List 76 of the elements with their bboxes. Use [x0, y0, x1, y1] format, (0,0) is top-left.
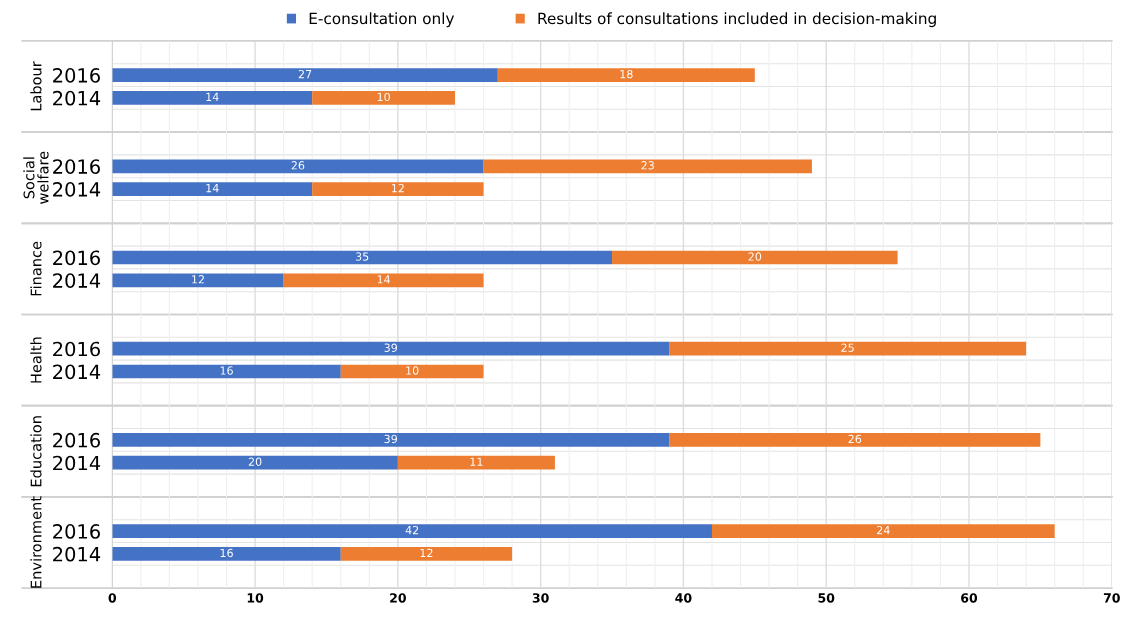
data-label: 35 [355, 252, 369, 261]
x-tick-label: 30 [532, 593, 549, 603]
bar [112, 455, 398, 470]
data-label: 20 [248, 457, 262, 466]
data-label: 12 [192, 275, 204, 284]
data-label: 11 [470, 457, 483, 466]
bar [312, 91, 455, 105]
bar [340, 547, 513, 561]
data-label: 27 [298, 69, 312, 79]
data-label: 12 [420, 548, 433, 557]
x-tick-label: 0 [108, 593, 117, 603]
bar [612, 250, 898, 265]
text: Environment [30, 496, 42, 588]
data-label: 10 [377, 92, 390, 102]
y-tick-label: 2014 [53, 182, 101, 197]
y-tick-label: 2014 [53, 455, 101, 471]
data-label: 14 [206, 184, 219, 193]
x-tick-label: 20 [390, 593, 406, 603]
data-label: 26 [848, 434, 862, 444]
y-tick-label: 2014 [53, 273, 101, 288]
y-tick-label: 2016 [53, 524, 100, 539]
x-tick-label: 70 [1103, 593, 1120, 603]
bar [497, 68, 755, 82]
y-tick-label: 2014 [53, 90, 101, 106]
data-label: 25 [841, 343, 854, 352]
bar [112, 341, 670, 356]
x-tick-label: 10 [247, 593, 264, 603]
bar [112, 159, 484, 174]
bar [711, 524, 1055, 538]
text: Social welfare [23, 151, 49, 204]
y-tick-label: 2016 [53, 432, 100, 448]
data-label: 14 [377, 275, 391, 284]
bar [112, 182, 313, 196]
data-label: 42 [405, 525, 419, 535]
data-label: 24 [877, 525, 890, 535]
bar [112, 433, 670, 447]
bar [397, 455, 555, 470]
x-tick-label: 40 [675, 593, 692, 603]
bar [112, 547, 341, 561]
y-tick-label: 2016 [53, 159, 100, 174]
y-tick-label: 2014 [53, 364, 101, 380]
data-label: 23 [641, 161, 654, 170]
bar [112, 364, 341, 379]
data-label: 10 [406, 366, 419, 375]
bar [340, 364, 484, 379]
bar [483, 159, 812, 174]
data-label: 14 [206, 92, 219, 101]
data-label: 20 [748, 252, 762, 261]
bar [669, 433, 1041, 447]
data-label: 26 [291, 161, 305, 170]
bar [112, 273, 284, 288]
data-label: 12 [392, 183, 404, 193]
text: Health [30, 337, 42, 383]
y-tick-label: 2014 [53, 546, 101, 562]
bar [112, 524, 712, 538]
legend-label: Results of consultations included in decision-making [538, 12, 936, 28]
bar [312, 182, 484, 196]
data-label: 16 [220, 548, 233, 558]
bar [669, 341, 1027, 356]
x-tick-label: 50 [818, 593, 835, 603]
data-label: 39 [384, 343, 398, 352]
y-tick-label: 2016 [53, 341, 100, 357]
y-tick-label: 2016 [53, 68, 100, 83]
data-label: 16 [220, 366, 233, 375]
data-label: 39 [384, 434, 398, 444]
bar [112, 250, 613, 265]
data-label: 18 [620, 69, 633, 79]
legend-label: E-consultation only [309, 12, 455, 28]
bar [112, 91, 313, 105]
text: Education [30, 416, 42, 487]
text: Finance [30, 241, 42, 296]
x-tick-label: 60 [961, 593, 978, 603]
y-tick-label: 2016 [53, 250, 100, 266]
bar [283, 273, 484, 288]
text: Labour [30, 61, 42, 111]
bar [112, 68, 498, 82]
